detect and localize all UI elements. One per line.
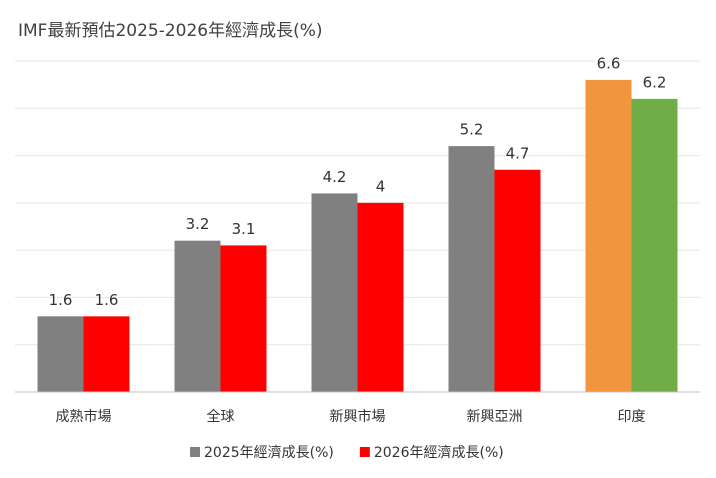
- bar: [585, 79, 632, 393]
- bar: [631, 98, 678, 392]
- x-tick-label: 印度: [618, 409, 646, 425]
- chart-title: IMF最新預估2025-2026年經濟成長(%): [18, 21, 323, 41]
- bar: [448, 146, 495, 392]
- bar: [174, 240, 221, 392]
- data-label: 4.7: [506, 144, 530, 162]
- bar: [311, 193, 358, 392]
- data-label: 5.2: [460, 121, 484, 139]
- data-label: 6.2: [643, 73, 667, 91]
- legend-swatch: [190, 447, 200, 457]
- bar: [220, 245, 267, 392]
- data-label: 4.2: [323, 168, 347, 186]
- legend-label: 2025年經濟成長(%): [204, 445, 334, 461]
- bar: [494, 169, 541, 392]
- data-label: 3.1: [232, 220, 256, 238]
- legend-label: 2026年經濟成長(%): [374, 445, 504, 461]
- x-tick-label: 新興亞洲: [467, 409, 523, 425]
- data-label: 1.6: [49, 291, 73, 309]
- data-label: 6.6: [597, 54, 621, 72]
- data-label: 3.2: [186, 215, 210, 233]
- bar: [37, 316, 84, 392]
- legend-swatch: [359, 447, 370, 457]
- bar: [357, 202, 404, 392]
- data-label: 1.6: [95, 291, 119, 309]
- bar: [83, 316, 130, 392]
- x-tick-label: 全球: [207, 408, 235, 425]
- data-label: 4: [376, 177, 386, 195]
- x-tick-label: 成熟市場: [56, 408, 112, 425]
- x-tick-label: 新興市場: [330, 408, 386, 425]
